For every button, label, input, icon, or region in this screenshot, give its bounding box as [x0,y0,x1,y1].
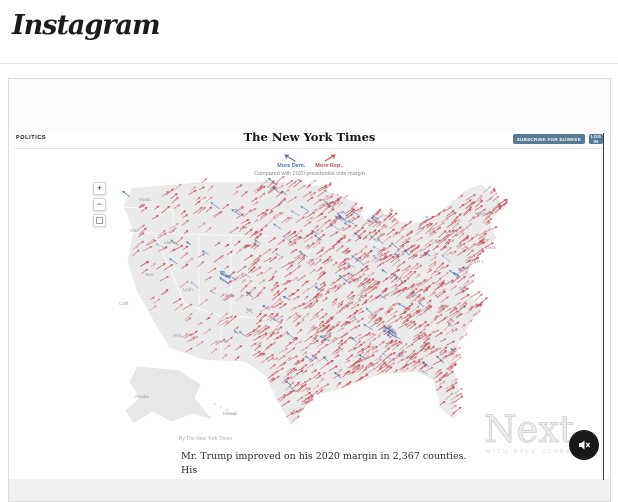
video-bottom-band [9,479,610,501]
login-button[interactable]: LOG IN [589,134,603,144]
state-label: Del. [459,286,467,291]
state-label: Vt. [456,218,462,223]
map-svg: Wash. Ore. Idaho Nev. Calif. Utah Ariz. N.M. Col… [119,175,509,427]
video-right-edge [603,133,604,480]
video-top-band [9,79,610,131]
state-label: N.M. [219,339,229,344]
politics-label[interactable]: POLITICS [16,135,47,141]
state-label: Maine [475,211,488,216]
recenter-icon [96,217,103,225]
state-label: Utah [183,287,193,292]
state-label: Idaho [164,240,176,245]
subscribe-button[interactable]: SUBSCRIBE FOR $1/WEEK [513,134,585,144]
mute-button[interactable] [569,430,599,460]
recenter-button[interactable] [93,214,106,227]
state-label: Calif. [119,301,129,306]
state-label: Ore. [130,228,139,233]
state-label: Nev. [145,272,154,277]
legend-rep-label: More Rep. [315,163,342,169]
header-divider [15,148,603,149]
state-label: Ariz. [173,333,182,338]
muted-speaker-icon [579,440,590,450]
nyt-masthead: The New York Times [243,130,376,144]
lakes-layer [327,183,411,223]
state-label: Alaska [135,394,149,399]
state-label: Colo. [225,293,236,298]
map-zoom-controls: + − [93,182,106,227]
state-label: Mass. [485,245,497,250]
legend-subtitle: Compared with 2020 presidential vote mar… [254,171,365,177]
instagram-header: Instagram [0,0,618,64]
map-legend: More Dem. More Rep. Compared with 2020 p… [9,153,610,177]
state-label: Wash. [139,197,152,202]
instagram-logo[interactable]: Instagram [12,10,161,41]
caption-line-1: Mr. Trump improved on his 2020 margin in… [181,451,467,476]
embed-card[interactable]: POLITICS The New York Times SUBSCRIBE FO… [8,78,611,502]
state-label: Hawaii [223,411,237,416]
dem-arrow-icon [283,154,296,162]
rep-arrow-icon [323,154,336,162]
legend-dem-label: More Dem. [277,163,306,169]
zoom-in-button[interactable]: + [93,182,106,195]
nyt-credit: By The New York Times [179,436,232,442]
state-labels-layer: Wash. Ore. Idaho Nev. Calif. Utah Ariz. N.M. Col… [119,197,497,416]
zoom-out-button[interactable]: − [93,198,106,211]
us-shift-map[interactable]: Wash. Ore. Idaho Nev. Calif. Utah Ariz. N.M. Col… [109,175,569,431]
state-label: R.I. [477,259,484,264]
state-borders-layer [122,206,270,360]
shift-arrows-layer [122,175,509,422]
